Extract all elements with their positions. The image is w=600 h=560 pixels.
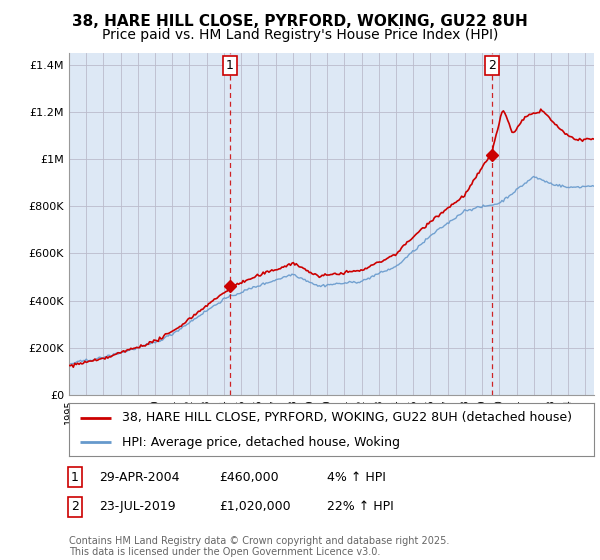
Text: 22% ↑ HPI: 22% ↑ HPI — [327, 500, 394, 514]
Text: 38, HARE HILL CLOSE, PYRFORD, WOKING, GU22 8UH (detached house): 38, HARE HILL CLOSE, PYRFORD, WOKING, GU… — [121, 411, 571, 424]
Text: 38, HARE HILL CLOSE, PYRFORD, WOKING, GU22 8UH: 38, HARE HILL CLOSE, PYRFORD, WOKING, GU… — [72, 14, 528, 29]
Text: £460,000: £460,000 — [219, 470, 278, 484]
Text: 29-APR-2004: 29-APR-2004 — [99, 470, 179, 484]
Text: HPI: Average price, detached house, Woking: HPI: Average price, detached house, Woki… — [121, 436, 400, 449]
Text: £1,020,000: £1,020,000 — [219, 500, 290, 514]
Text: 1: 1 — [71, 470, 79, 484]
Text: Price paid vs. HM Land Registry's House Price Index (HPI): Price paid vs. HM Land Registry's House … — [102, 28, 498, 42]
Text: 2: 2 — [488, 59, 496, 72]
Text: Contains HM Land Registry data © Crown copyright and database right 2025.
This d: Contains HM Land Registry data © Crown c… — [69, 535, 449, 557]
Text: 23-JUL-2019: 23-JUL-2019 — [99, 500, 176, 514]
Text: 1: 1 — [226, 59, 233, 72]
Text: 4% ↑ HPI: 4% ↑ HPI — [327, 470, 386, 484]
Text: 2: 2 — [71, 500, 79, 514]
